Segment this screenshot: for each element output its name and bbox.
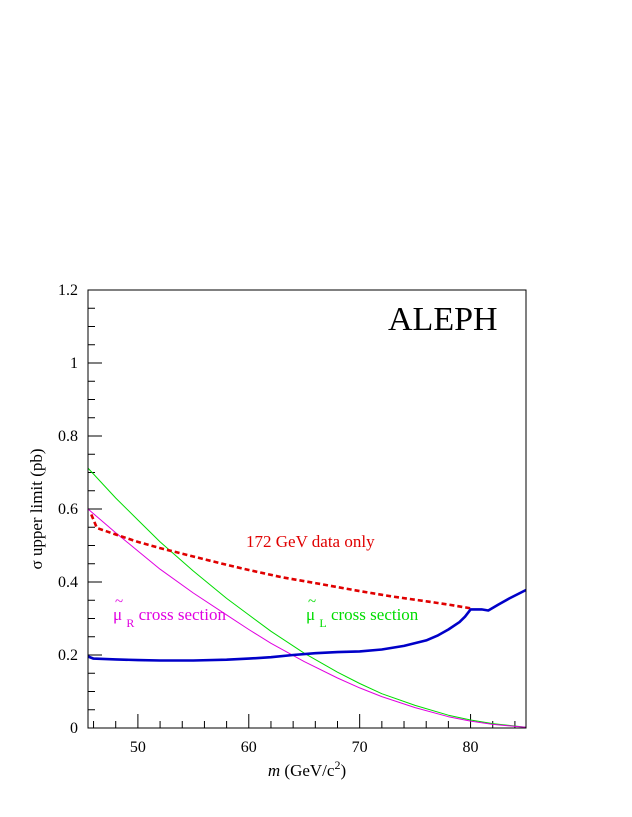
annotation-mu-r-text: cross section <box>139 605 227 624</box>
y-axis-label: σ upper limit (pb) <box>27 448 46 569</box>
series-line-combined <box>87 588 527 662</box>
annotation-mu-l-cross-section: ~ μ L cross section <box>306 591 419 631</box>
minor-ticks <box>88 307 516 728</box>
x-axis-label: m (GeV/c2) <box>268 758 346 780</box>
x-axis-label-superscript: 2 <box>334 758 340 772</box>
series-layer <box>87 467 527 728</box>
x-tick-label: 80 <box>463 739 479 756</box>
y-tick-label: 1.2 <box>58 282 78 299</box>
y-tick-label: 0.8 <box>58 428 78 445</box>
plot-frame <box>87 289 527 729</box>
annotation-172-data-only: 172 GeV data only <box>246 532 375 551</box>
x-tick-label: 50 <box>130 739 146 756</box>
annotation-mu-l-subscript: L <box>319 616 326 630</box>
y-tick-label: 1 <box>70 355 78 372</box>
y-tick-label: 0 <box>70 720 78 737</box>
series-line-data172 <box>90 514 471 610</box>
y-tick-label: 0.4 <box>58 574 78 591</box>
x-axis-label-close: ) <box>340 761 346 780</box>
annotation-mu-r-tilde: ~ <box>115 594 123 610</box>
x-tick-label: 70 <box>352 739 368 756</box>
annotation-mu-r-symbol: μ <box>113 605 122 624</box>
x-axis-label-units: (GeV/c <box>280 761 335 780</box>
x-axis-label-variable: m <box>268 761 280 780</box>
annotation-mu-l-symbol: μ <box>306 605 315 624</box>
aleph-label: ALEPH <box>388 301 498 338</box>
tick-labels: 50 60 70 80 0 0.2 0.4 0.6 0.8 1 1.2 <box>58 282 479 756</box>
annotation-mu-r-cross-section: ~ μ R cross section <box>113 591 226 631</box>
x-tick-label: 60 <box>241 739 257 756</box>
y-tick-label: 0.2 <box>58 647 78 664</box>
annotation-mu-l-tilde: ~ <box>308 594 316 610</box>
annotation-mu-r-subscript: R <box>126 616 134 630</box>
annotation-mu-l-text: cross section <box>331 605 419 624</box>
y-tick-label: 0.6 <box>58 501 78 518</box>
series-line-muR <box>87 508 527 728</box>
